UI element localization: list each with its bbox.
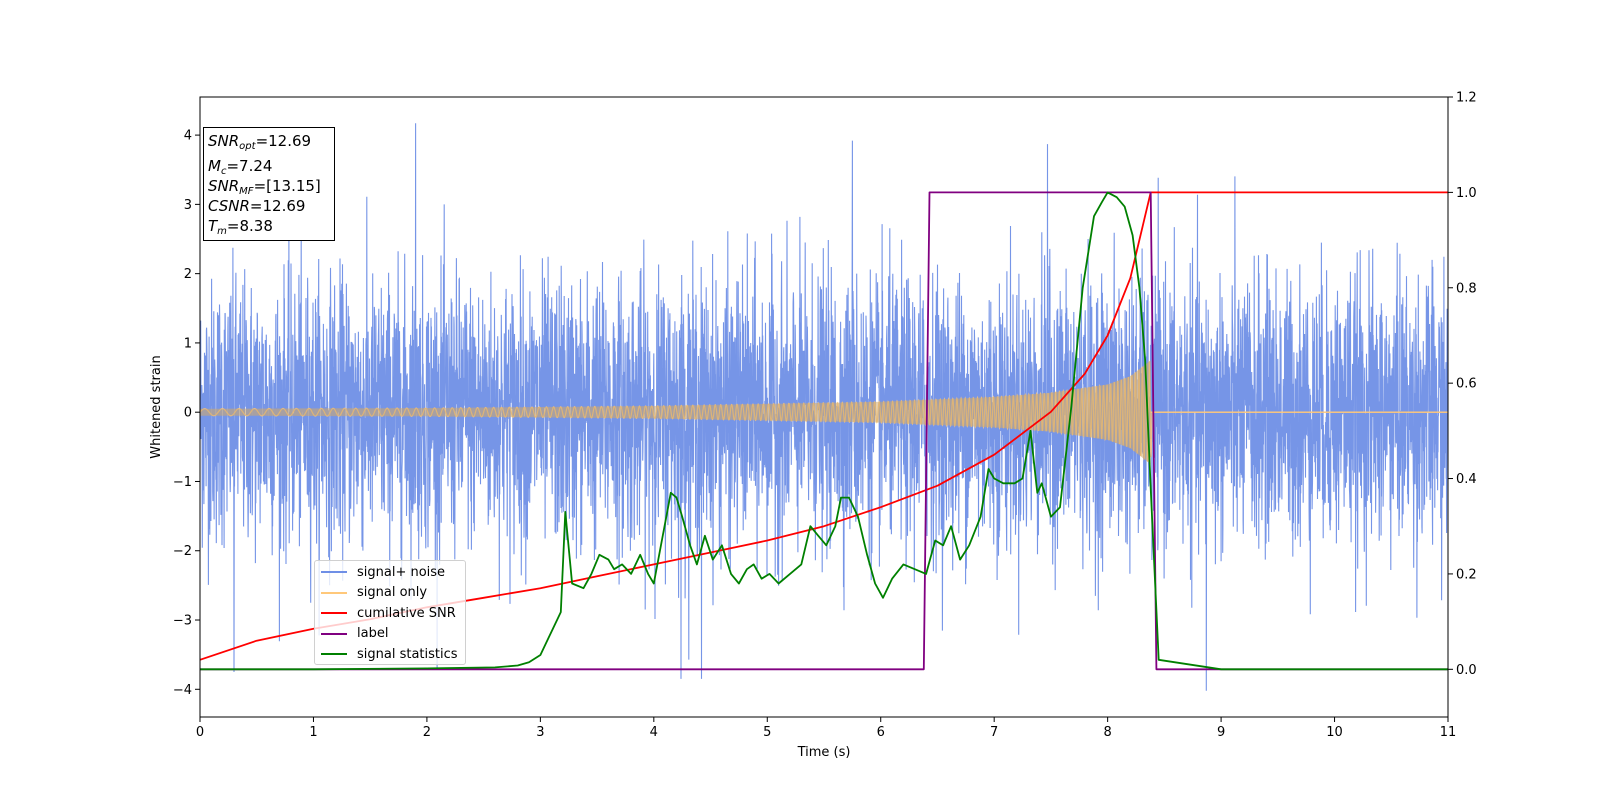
legend-swatch xyxy=(321,632,347,635)
x-tick-label: 0 xyxy=(196,725,204,740)
x-tick-label: 9 xyxy=(1217,725,1225,740)
x-tick-label: 3 xyxy=(536,725,544,740)
legend-swatch xyxy=(321,612,347,615)
y-tick-label: 1 xyxy=(184,336,192,351)
y-tick-label: −4 xyxy=(173,683,192,698)
x-tick-label: 5 xyxy=(763,725,771,740)
signal-only-envelope xyxy=(200,360,1151,465)
label-line xyxy=(200,191,1448,671)
plot-frame xyxy=(199,96,1449,718)
y-tick-label: 4 xyxy=(184,129,192,144)
y2-tick-label: 0.4 xyxy=(1456,472,1477,487)
y-tick-label: −3 xyxy=(173,614,192,629)
y-axis-label: Whitened strain xyxy=(149,355,164,458)
legend-item-signal-noise: signal+ noise xyxy=(321,562,465,583)
legend-item-cumulative-snr: cumilative SNR xyxy=(321,603,465,624)
y-tick-label: 2 xyxy=(184,267,192,282)
annotation-snr-opt: SNRopt=12.69 xyxy=(208,132,312,152)
legend-swatch xyxy=(321,571,347,574)
x-tick-label: 11 xyxy=(1440,725,1457,740)
legend-item-signal-only: signal only xyxy=(321,583,465,604)
annotation-csnr: CSNR=12.69 xyxy=(208,197,306,215)
x-tick-label: 2 xyxy=(423,725,431,740)
plot-area xyxy=(200,123,1448,691)
x-tick-label: 8 xyxy=(1103,725,1111,740)
x-tick-label: 10 xyxy=(1326,725,1343,740)
y-tick-label: −2 xyxy=(173,544,192,559)
x-axis-label: Time (s) xyxy=(797,745,851,760)
y2-tick-label: 0.0 xyxy=(1456,663,1477,678)
chart-legend: signal+ noise signal only cumilative SNR… xyxy=(314,560,466,665)
y2-tick-label: 0.2 xyxy=(1456,567,1477,582)
x-axis-ticks: 0 1 2 3 4 5 6 7 8 9 10 11 xyxy=(196,717,1456,740)
y2-axis-ticks: 0.0 0.2 0.4 0.6 0.8 1.0 1.2 xyxy=(1448,91,1477,678)
y2-tick-label: 1.2 xyxy=(1456,91,1477,106)
y-tick-label: 0 xyxy=(184,406,192,421)
signal-only-series xyxy=(200,360,1448,465)
legend-swatch xyxy=(321,653,347,656)
x-tick-label: 6 xyxy=(877,725,885,740)
y-tick-label: 3 xyxy=(184,198,192,213)
y-axis-ticks: −4 −3 −2 −1 0 1 2 3 4 xyxy=(173,129,200,698)
annotation-merger-time: Tm=8.38 xyxy=(208,217,273,237)
y2-tick-label: 1.0 xyxy=(1456,186,1477,201)
stats-annotation-box: SNRopt=12.69 Mc=7.24 SNRMF=[13.15] CSNR=… xyxy=(203,127,335,241)
y2-tick-label: 0.8 xyxy=(1456,281,1477,296)
x-tick-label: 1 xyxy=(309,725,317,740)
legend-item-signal-statistics: signal statistics xyxy=(321,644,465,665)
annotation-snr-mf: SNRMF=[13.15] xyxy=(208,177,321,197)
annotation-chirp-mass: Mc=7.24 xyxy=(208,157,273,177)
legend-swatch xyxy=(321,591,347,594)
x-tick-label: 4 xyxy=(650,725,658,740)
signal-statistics-line xyxy=(200,191,1448,671)
x-tick-label: 7 xyxy=(990,725,998,740)
legend-item-label: label xyxy=(321,624,465,645)
y-tick-label: −1 xyxy=(173,475,192,490)
y2-tick-label: 0.6 xyxy=(1456,377,1477,392)
